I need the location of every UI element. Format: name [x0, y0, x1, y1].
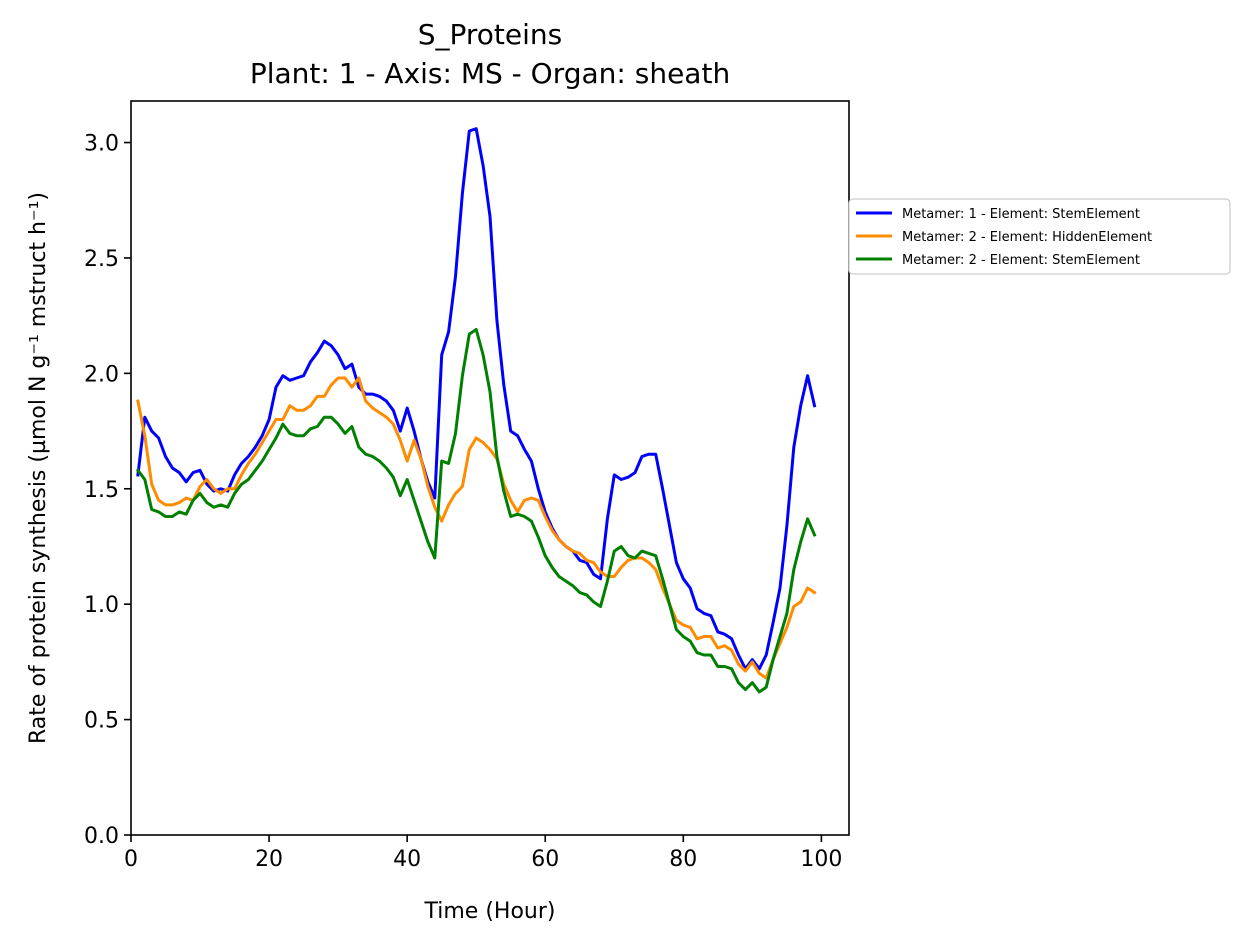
- chart-subtitle: Plant: 1 - Axis: MS - Organ: sheath: [250, 57, 730, 90]
- legend-label-2: Metamer: 2 - Element: HiddenElement: [902, 230, 1152, 245]
- y-tick-label: 1.0: [84, 593, 119, 618]
- legend-label-3: Metamer: 2 - Element: StemElement: [902, 253, 1140, 268]
- y-tick-label: 2.0: [84, 362, 119, 387]
- y-tick-label: 2.5: [84, 247, 119, 272]
- x-tick-label: 20: [255, 847, 283, 872]
- x-tick-label: 100: [800, 847, 842, 872]
- y-tick-label: 3.0: [84, 132, 119, 157]
- x-ticks: 0 20 40 60 80 100: [124, 835, 842, 872]
- series-line-1: [136, 127, 817, 671]
- x-axis-label: Time (Hour): [424, 899, 556, 924]
- y-tick-label: 1.5: [84, 478, 119, 503]
- chart-title: S_Proteins: [418, 18, 563, 51]
- y-axis-label: Rate of protein synthesis (µmol N g⁻¹ ms…: [26, 192, 51, 744]
- legend: Metamer: 1 - Element: StemElement Metamer…: [848, 198, 1231, 275]
- y-ticks: 0.0 0.5 1.0 1.5 2.0 2.5 3.0: [84, 132, 131, 849]
- x-tick-label: 0: [124, 847, 138, 872]
- x-tick-label: 80: [669, 847, 697, 872]
- y-tick-label: 0.0: [84, 824, 119, 849]
- x-tick-label: 60: [531, 847, 559, 872]
- series-line-3: [135, 328, 817, 694]
- plot-frame: [130, 100, 850, 836]
- legend-box: [848, 198, 1231, 275]
- plot-lines: [135, 127, 817, 694]
- x-tick-label: 40: [393, 847, 421, 872]
- legend-label-1: Metamer: 1 - Element: StemElement: [902, 207, 1140, 222]
- y-tick-label: 0.5: [84, 709, 119, 734]
- series-line-2: [136, 376, 817, 680]
